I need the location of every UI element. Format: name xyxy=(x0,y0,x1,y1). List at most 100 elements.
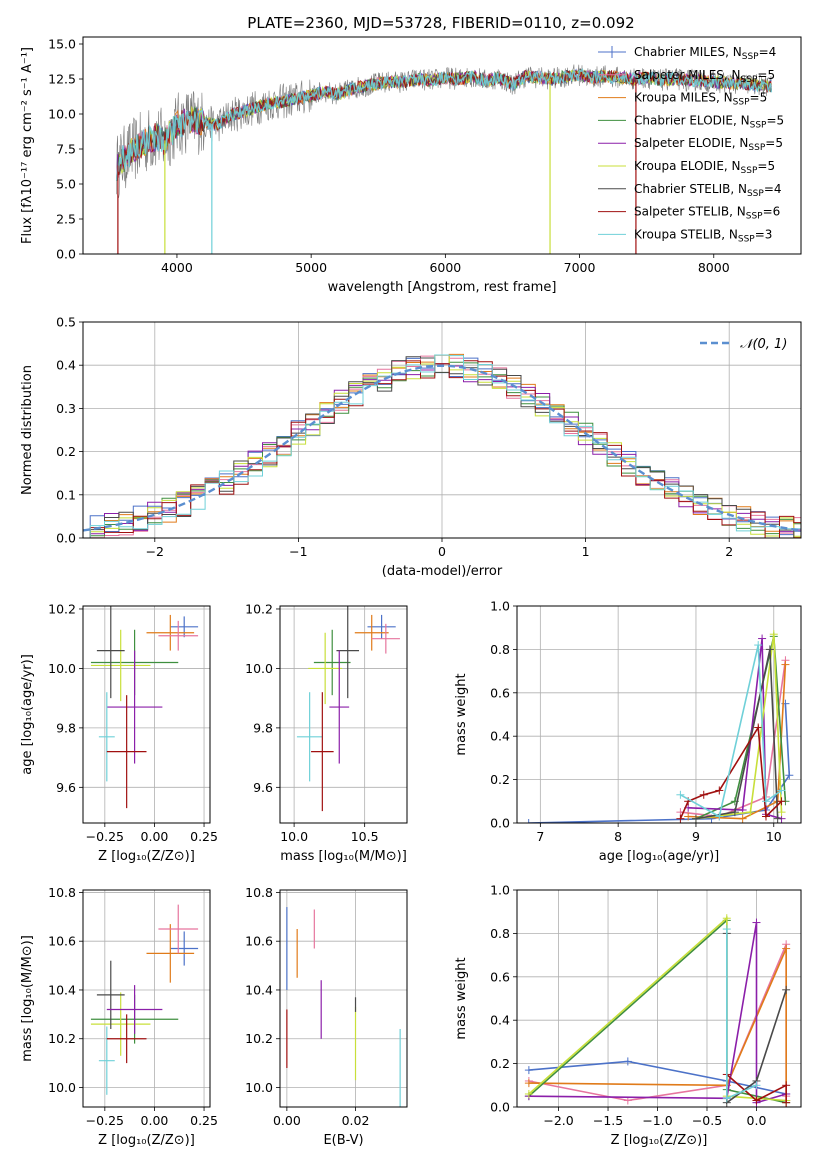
spectrum-legend-entry: Chabrier STELIB, NSSP=4 xyxy=(598,182,782,199)
legend-label: 𝒩(0, 1) xyxy=(740,337,787,352)
weight-marker xyxy=(782,1081,791,1090)
weight-marker xyxy=(761,797,770,806)
mass-vs-Z-xtick-label: −0.25 xyxy=(86,1113,124,1128)
residuals-xtick-label: 2 xyxy=(725,544,733,559)
errorbar-point xyxy=(313,629,351,696)
mass-vs-EBV-ytick-label: 10.8 xyxy=(245,885,273,900)
age-vs-mass-ytick-label: 9.8 xyxy=(253,720,273,735)
weight-marker xyxy=(752,1081,761,1090)
weight-marker xyxy=(715,786,724,795)
weight-marker xyxy=(758,634,767,643)
errorbar-point xyxy=(98,692,115,782)
errorbar-point xyxy=(329,650,350,764)
age-vs-mass-ytick-label: 10.2 xyxy=(245,601,273,616)
weight-marker xyxy=(782,944,791,953)
weight-marker xyxy=(715,812,724,821)
weight-vs-Z-xtick-label: −1.0 xyxy=(642,1113,672,1128)
errorbar-point xyxy=(106,985,163,1034)
weight-vs-Z-ylabel: mass weight xyxy=(454,957,469,1039)
weight-marker xyxy=(524,1089,533,1098)
weight-vs-Z-ytick-label: 0.8 xyxy=(490,926,510,941)
spectrum-legend-entry: Salpeter ELODIE, NSSP=5 xyxy=(598,136,783,153)
spectrum-axes: 4000 5000 6000 7000 8000 0.0 2.5 5.0 7.5 10.0 12.5… xyxy=(20,37,730,296)
weight-vs-Z-ytick-label: 0.6 xyxy=(490,969,510,984)
mass-vs-EBV-ytick-label: 10.2 xyxy=(245,1031,273,1046)
weight-marker xyxy=(782,985,791,994)
mass-vs-Z-ytick-label: 10.0 xyxy=(48,1080,76,1095)
mass-vs-EBV-xtick-label: 0.02 xyxy=(342,1113,370,1128)
age-vs-Z-xtick-label: −0.25 xyxy=(86,829,124,844)
weight-marker xyxy=(524,1079,533,1088)
spectrum-ytick-label: 2.5 xyxy=(56,212,76,227)
errorbar-point xyxy=(146,614,195,651)
spectrum-series-line xyxy=(115,68,773,181)
weight-series-line xyxy=(695,649,779,820)
weight-marker xyxy=(730,808,739,817)
age-vs-mass-xlabel: mass [log₁₀(M/M⊙)] xyxy=(280,849,407,864)
mass-vs-Z-ylabel: mass [log₁₀(M/M⊙)] xyxy=(20,935,35,1062)
residuals-ylabel: Normed distribution xyxy=(20,365,35,495)
weight-marker xyxy=(524,1066,533,1075)
weight-vs-age-lines xyxy=(524,630,794,823)
spectrum-ytick-label: 0.0 xyxy=(56,247,76,262)
weight-marker xyxy=(676,814,685,823)
legend-label: Chabrier ELODIE, NSSP=5 xyxy=(634,113,784,130)
weight-marker xyxy=(524,819,533,823)
legend-label: Salpeter MILES, NSSP=5 xyxy=(634,68,775,85)
residual-histogram-step xyxy=(83,354,801,538)
mass-vs-EBV-ytick-label: 10.0 xyxy=(245,1080,273,1095)
errorbar-point xyxy=(90,992,151,1056)
gaussian-curve xyxy=(83,364,801,532)
weight-marker xyxy=(623,1057,632,1066)
weight-marker xyxy=(754,723,763,732)
legend-label: Chabrier STELIB, NSSP=4 xyxy=(634,182,782,199)
spectrum-frame xyxy=(82,36,802,255)
residual-histogram-step xyxy=(83,356,801,538)
age-vs-Z-ytick-label: 10.0 xyxy=(48,661,76,676)
weight-marker xyxy=(752,918,761,927)
weight-vs-Z-xtick-label: −0.5 xyxy=(692,1113,722,1128)
mass-vs-Z-ytick-label: 10.4 xyxy=(48,982,76,997)
weight-marker xyxy=(722,925,731,934)
weight-vs-age-axes: 7 8 9 10 0.0 0.2 0.4 0.6 0.8 1.0 age [log₁₀(age/yr… xyxy=(454,599,801,864)
age-vs-mass-axes: 10.0 10.5 9.6 9.8 10.0 10.2 mass [log₁₀(M/M⊙)] xyxy=(245,601,407,864)
weight-vs-Z-ytick-label: 0.0 xyxy=(490,1100,510,1115)
spectrum-ytick-label: 12.5 xyxy=(48,72,76,87)
weight-vs-age-ytick-label: 0.8 xyxy=(490,642,510,657)
residual-histograms xyxy=(83,353,801,538)
spectrum-xtick-label: 6000 xyxy=(429,260,461,275)
errorbar-point xyxy=(336,606,360,699)
weight-marker xyxy=(782,1098,791,1107)
residuals-ytick-label: 0.5 xyxy=(56,315,76,330)
legend-label: Kroupa ELODIE, NSSP=5 xyxy=(634,159,775,176)
errorbar-point xyxy=(96,606,125,699)
age-vs-Z-xtick-label: 0.25 xyxy=(190,829,218,844)
spectrum-lines xyxy=(115,64,773,254)
errorbar-point xyxy=(98,1026,115,1095)
mass-vs-Z-xtick-label: 0.25 xyxy=(190,1113,218,1128)
errorbar-point xyxy=(158,904,199,954)
spectrum-xtick-label: 7000 xyxy=(564,260,596,275)
age-vs-Z-points xyxy=(90,606,199,809)
spectrum-ylabel: Flux [fλ10⁻¹⁷ erg cm⁻² s⁻¹ A⁻¹] xyxy=(20,47,35,244)
mass-vs-Z-ytick-label: 10.2 xyxy=(48,1031,76,1046)
age-vs-mass-points xyxy=(296,606,400,812)
residuals-xtick-label: −2 xyxy=(146,544,164,559)
mass-vs-Z-axes: −0.25 0.00 0.25 10.0 10.2 10.4 10.6 10.8 Z [log₁… xyxy=(20,885,218,1148)
weight-marker xyxy=(781,660,790,669)
spectrum-legend-entry: Salpeter MILES, NSSP=5 xyxy=(598,68,775,85)
age-vs-mass-ytick-label: 10.0 xyxy=(245,661,273,676)
mass-vs-Z-points xyxy=(90,904,199,1095)
residuals-xlabel: (data-model)/error xyxy=(382,564,503,579)
spectrum-legend-entry: Kroupa STELIB, NSSP=3 xyxy=(598,227,772,244)
mass-vs-EBV-ytick-label: 10.4 xyxy=(245,982,273,997)
legend-label: Chabrier MILES, NSSP=4 xyxy=(634,45,776,62)
residuals-ytick-label: 0.4 xyxy=(56,358,76,373)
weight-vs-Z-ytick-label: 0.2 xyxy=(490,1056,510,1071)
weight-marker xyxy=(765,645,774,654)
age-vs-Z-axes: −0.25 0.00 0.25 9.6 9.8 10.0 10.2 Z [log₁₀(Z/Z⊙… xyxy=(20,601,218,864)
errorbar-point xyxy=(296,692,323,782)
spectrum-legend-entry: Kroupa MILES, NSSP=5 xyxy=(598,91,767,108)
weight-marker xyxy=(769,630,778,639)
